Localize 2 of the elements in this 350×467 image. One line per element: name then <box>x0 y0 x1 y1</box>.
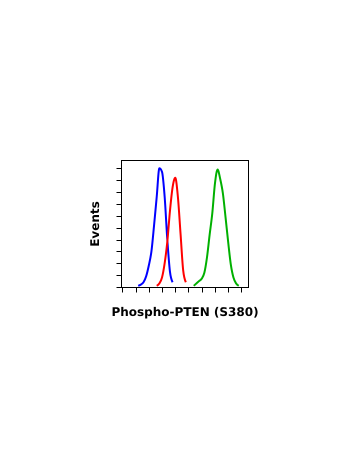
y-axis-title: Events <box>88 201 102 247</box>
x-axis-title: Phospho-PTEN (S380) <box>111 305 259 319</box>
